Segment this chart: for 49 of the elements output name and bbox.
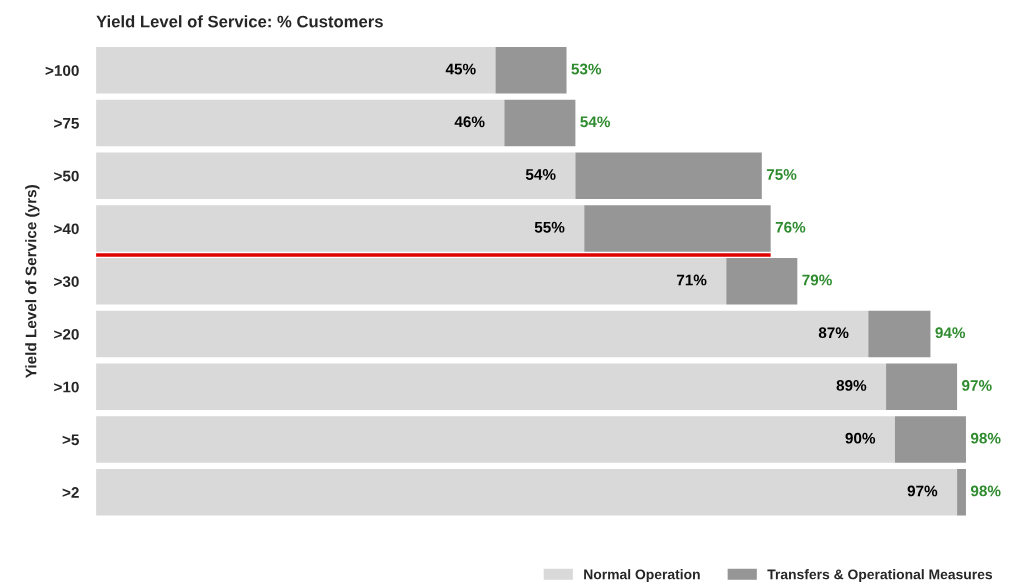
- bar: [886, 363, 958, 410]
- y-tick-label: >10: [54, 381, 79, 393]
- total-label: 79%: [802, 274, 832, 286]
- total-label: 97%: [962, 380, 992, 391]
- bar: [96, 99, 505, 147]
- y-tick-label: >2: [62, 487, 79, 498]
- data-label: 89%: [836, 380, 867, 391]
- data-label: 90%: [845, 432, 876, 444]
- total-label: 75%: [766, 169, 797, 180]
- data-label: 87%: [818, 327, 849, 339]
- y-tick-label: >50: [54, 170, 79, 182]
- y-axis-title: Yield Level of Service (yrs): [25, 185, 40, 378]
- y-tick-label: >5: [62, 434, 79, 446]
- bar: [575, 152, 762, 200]
- bar: [868, 310, 931, 358]
- total-label: 98%: [970, 485, 1001, 497]
- legend-label: Transfers & Operational Measures: [767, 569, 993, 583]
- data-label: 46%: [454, 116, 485, 128]
- total-label: 98%: [970, 432, 1001, 444]
- data-label: 97%: [907, 485, 938, 497]
- bar: [96, 47, 496, 94]
- data-label: 45%: [445, 63, 476, 75]
- bar: [894, 416, 966, 463]
- y-tick-label: >20: [54, 328, 79, 340]
- bar: [495, 47, 567, 94]
- data-label: 55%: [534, 221, 565, 233]
- total-label: 94%: [935, 327, 966, 339]
- bar: [96, 310, 869, 358]
- bar: [96, 416, 895, 463]
- bar: [96, 469, 958, 516]
- bar: [504, 99, 576, 147]
- y-tick-label: >40: [54, 223, 79, 235]
- y-tick-label: >30: [54, 276, 79, 287]
- bar: [96, 152, 576, 200]
- y-tick-label: >75: [54, 118, 79, 129]
- total-label: 54%: [580, 116, 611, 128]
- bar: [584, 205, 771, 252]
- data-label: 71%: [676, 274, 707, 286]
- total-label: 53%: [571, 63, 602, 75]
- bar: [957, 469, 966, 516]
- bar: [96, 363, 887, 410]
- total-label: 76%: [775, 221, 806, 233]
- chart-title: Yield Level of Service: % Customers: [96, 15, 383, 28]
- bar: [96, 205, 585, 252]
- legend-label: Normal Operation: [584, 569, 700, 583]
- data-label: 54%: [525, 169, 556, 180]
- bar: [726, 258, 798, 305]
- bar: [96, 258, 727, 305]
- y-tick-label: >100: [45, 65, 79, 77]
